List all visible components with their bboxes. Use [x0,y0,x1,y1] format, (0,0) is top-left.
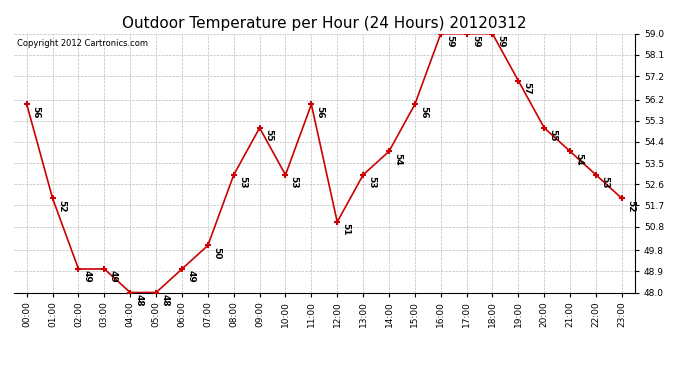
Text: 59: 59 [445,35,454,48]
Text: 55: 55 [549,129,558,142]
Text: 56: 56 [315,106,324,118]
Text: 56: 56 [31,106,40,118]
Text: 57: 57 [522,82,531,95]
Text: Copyright 2012 Cartronics.com: Copyright 2012 Cartronics.com [17,39,148,48]
Text: 48: 48 [160,294,169,306]
Text: 53: 53 [367,176,376,189]
Text: 54: 54 [393,153,402,165]
Text: 53: 53 [290,176,299,189]
Text: 56: 56 [419,106,428,118]
Text: 49: 49 [83,270,92,283]
Text: 59: 59 [471,35,480,48]
Text: 53: 53 [600,176,609,189]
Text: 52: 52 [57,200,66,212]
Text: 48: 48 [135,294,144,306]
Text: 53: 53 [238,176,247,189]
Text: 49: 49 [186,270,195,283]
Text: 50: 50 [212,247,221,259]
Text: 49: 49 [108,270,117,283]
Text: 55: 55 [264,129,273,142]
Text: 54: 54 [574,153,583,165]
Text: 52: 52 [626,200,635,212]
Title: Outdoor Temperature per Hour (24 Hours) 20120312: Outdoor Temperature per Hour (24 Hours) … [122,16,526,31]
Text: 59: 59 [497,35,506,48]
Text: 51: 51 [342,224,351,236]
